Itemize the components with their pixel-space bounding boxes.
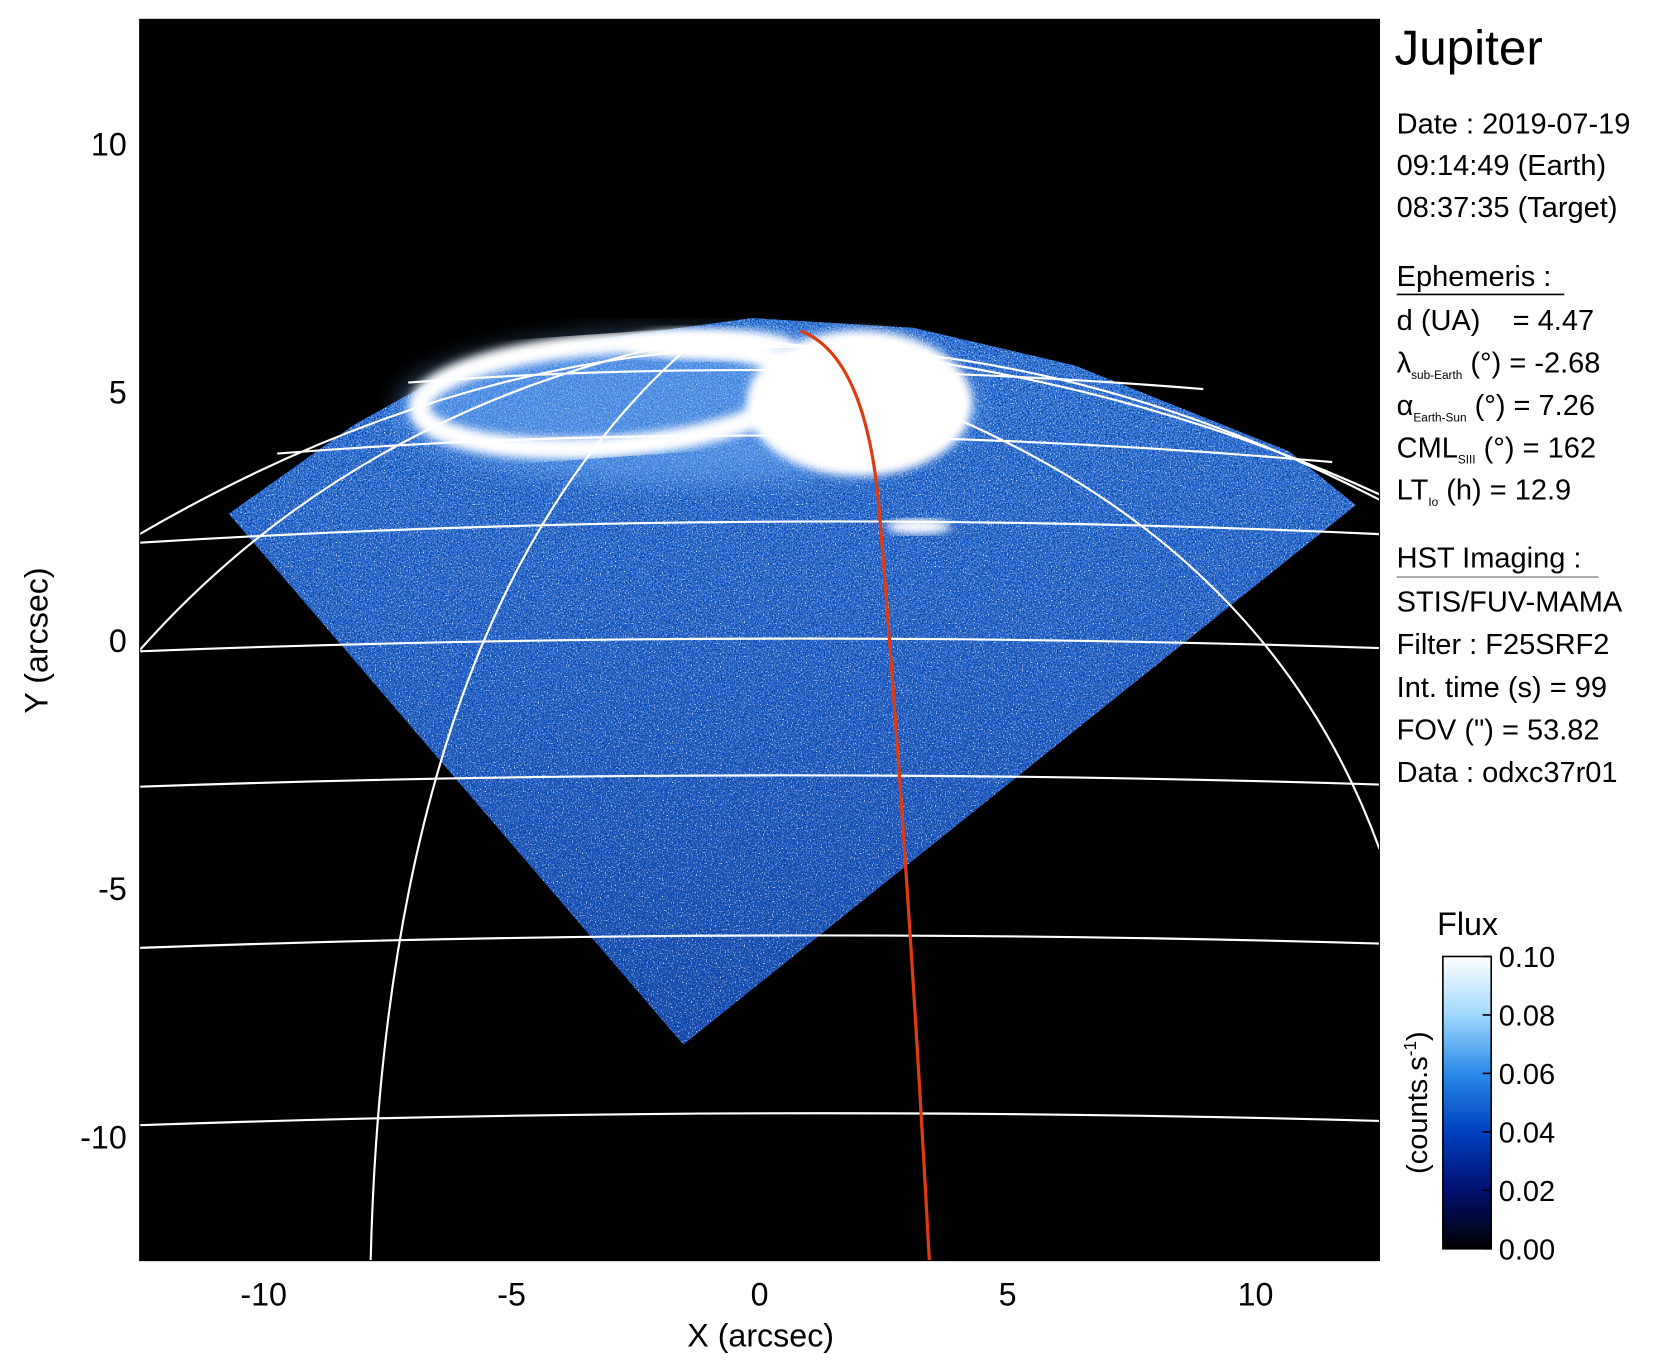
info-title: Jupiter	[1395, 20, 1543, 75]
latitude-line	[139, 637, 1380, 653]
date-line: 09:14:49 (Earth)	[1397, 150, 1607, 182]
longitude-line	[139, 337, 699, 651]
ephemeris-symbol: d (UA) = 4.47	[1397, 305, 1594, 337]
latitude-line	[139, 934, 1380, 949]
plot-frame	[139, 18, 1381, 1262]
x-tick-label: -5	[497, 1277, 526, 1313]
ephemeris-symbol: α	[1397, 390, 1414, 422]
colorbar-tick-label: 0.06	[1499, 1059, 1555, 1091]
colorbar: Flux (counts.s-1) 0.00 0.02 0.04 0.06 0.08 0.…	[1400, 906, 1555, 1267]
ephemeris-value: (h) = 12.9	[1438, 475, 1571, 507]
date-line: 08:37:35 (Target)	[1397, 192, 1618, 224]
x-axis-title: X (arcsec)	[687, 1318, 834, 1354]
ephemeris-item: CMLSIII (°) = 162	[1397, 432, 1596, 466]
imaging-line: Filter : F25SRF2	[1397, 629, 1610, 661]
emission-noise-bright	[228, 318, 1356, 1045]
y-tick-label: 10	[91, 126, 127, 162]
colorbar-title: Flux	[1437, 906, 1498, 942]
x-tick-label: 10	[1238, 1277, 1274, 1313]
imaging-line: Int. time (s) = 99	[1397, 672, 1607, 704]
colorbar-tick-label: 0.00	[1499, 1235, 1555, 1267]
latitude-line	[277, 434, 1333, 464]
ephemeris-value: (°) = 7.26	[1467, 390, 1595, 422]
longitude-line	[698, 337, 1380, 850]
ephemeris-subscript: SIII	[1458, 453, 1476, 467]
ephemeris-value: (°) = -2.68	[1462, 347, 1600, 379]
figure: X (arcsec) Y (arcsec) Jupiter Date : 201…	[18, 18, 1631, 1354]
x-tick-label: -10	[240, 1277, 287, 1313]
longitude-line	[369, 337, 700, 1261]
colorbar-label-sup: -1	[1400, 1041, 1420, 1056]
ephemeris-symbol: CML	[1397, 432, 1458, 464]
colorbar-tick-label: 0.10	[1499, 942, 1555, 974]
imaging-line: Data : odxc37r01	[1397, 757, 1618, 789]
colorbar-tick-label: 0.02	[1499, 1176, 1555, 1208]
colorbar-label-end: )	[1402, 1031, 1434, 1041]
ephemeris-subscript: sub-Earth	[1411, 368, 1462, 382]
colorbar-tick-label: 0.04	[1499, 1118, 1555, 1150]
imaging-line: FOV (") = 53.82	[1397, 714, 1600, 746]
colorbar-gradient	[1442, 955, 1493, 1250]
y-tick-label: -10	[80, 1119, 127, 1155]
ephemeris-symbol: LT	[1397, 475, 1429, 507]
latitude-line	[139, 1112, 1380, 1127]
latitude-line	[139, 774, 1380, 788]
y-tick-label: -5	[98, 871, 127, 907]
latitude-line	[139, 520, 1380, 544]
imaging-heading: HST Imaging :	[1397, 542, 1582, 574]
image	[139, 318, 1380, 1261]
y-tick-label: 0	[109, 623, 127, 659]
ephemeris-value: (°) = 162	[1476, 432, 1596, 464]
date-line: Date : 2019-07-19	[1397, 108, 1631, 140]
colorbar-label: (counts.s-1)	[1400, 1031, 1434, 1174]
ephemeris-item: LTIo (h) = 12.9	[1397, 475, 1572, 509]
ephemeris-subscript: Io	[1428, 495, 1438, 509]
ephemeris-heading: Ephemeris :	[1397, 261, 1552, 293]
ephemeris-item: d (UA) = 4.47	[1397, 305, 1594, 337]
colorbar-label-main: (counts.s	[1402, 1056, 1434, 1174]
ephemeris-item: λsub-Earth (°) = -2.68	[1397, 347, 1601, 381]
planet-grid	[139, 337, 1380, 1261]
ephemeris-item: αEarth-Sun (°) = 7.26	[1397, 390, 1595, 424]
ephemeris-subscript: Earth-Sun	[1413, 410, 1466, 424]
info-panel: Date : 2019-07-19 09:14:49 (Earth) 08:37:3…	[1397, 108, 1631, 789]
colorbar-tick-label: 0.08	[1499, 1001, 1555, 1033]
latitude-line	[408, 368, 1204, 391]
footpath-curve	[799, 329, 931, 1261]
ephemeris-symbol: λ	[1397, 347, 1412, 379]
x-tick-label: 5	[999, 1277, 1017, 1313]
y-tick-label: 5	[109, 375, 127, 411]
limb	[139, 345, 1380, 536]
imaging-line: STIS/FUV-MAMA	[1397, 586, 1623, 618]
longitude-line	[698, 337, 1380, 496]
x-tick-label: 0	[751, 1277, 769, 1313]
y-axis-title: Y (arcsec)	[18, 567, 54, 713]
